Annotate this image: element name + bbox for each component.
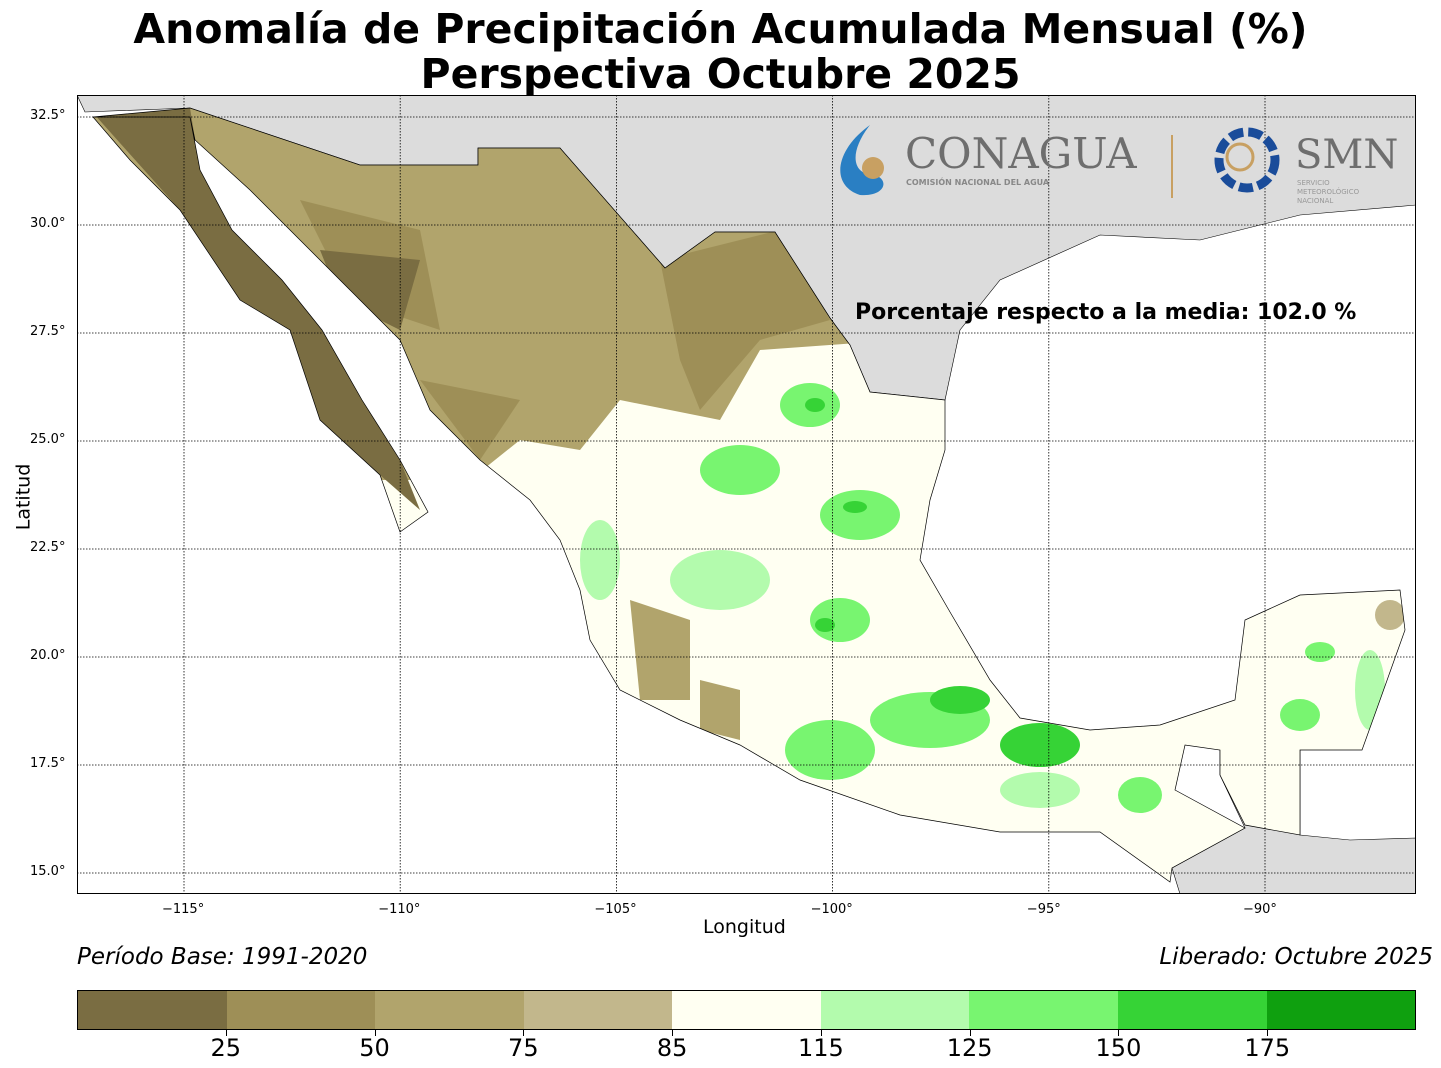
lat-tick-label: 15.0° xyxy=(30,864,66,879)
svg-text:CONAGUA: CONAGUA xyxy=(905,129,1137,178)
lat-tick-label: 30.0° xyxy=(30,216,66,231)
colorbar-tick xyxy=(672,1030,674,1036)
colorbar-tick-label: 125 xyxy=(946,1034,993,1062)
colorbar-tick xyxy=(225,1030,227,1036)
svg-text:COMISIÓN NACIONAL DEL AGUA: COMISIÓN NACIONAL DEL AGUA xyxy=(906,176,1050,187)
colorbar-bin xyxy=(969,991,1118,1029)
colorbar-tick xyxy=(1118,1030,1120,1036)
lon-tick-label: −100° xyxy=(810,902,853,917)
colorbar-bin xyxy=(226,991,376,1029)
region-75-85 xyxy=(630,600,740,740)
lat-tick-label: 20.0° xyxy=(30,648,66,663)
title-line2: Perspectiva Octubre 2025 xyxy=(420,50,1021,98)
x-axis-label: Longitud xyxy=(703,916,786,938)
colorbar-tick-label: 85 xyxy=(656,1034,688,1062)
colorbar-bin xyxy=(523,991,673,1029)
lat-tick-label: 22.5° xyxy=(30,540,66,555)
colorbar-tick-label: 25 xyxy=(210,1034,242,1062)
lon-tick-label: −110° xyxy=(378,902,421,917)
svg-text:SERVICIO: SERVICIO xyxy=(1297,179,1330,187)
colorbar-tick-label: 50 xyxy=(359,1034,390,1062)
lon-tick-label: −115° xyxy=(162,902,205,917)
colorbar-tick xyxy=(969,1030,971,1036)
colorbar-bin xyxy=(375,991,524,1029)
colorbar-bin xyxy=(672,991,821,1029)
lat-tick-label: 17.5° xyxy=(30,756,66,771)
svg-text:NACIONAL: NACIONAL xyxy=(1297,197,1333,205)
colorbar-tick-label: 115 xyxy=(797,1034,844,1062)
release-date: Liberado: Octubre 2025 xyxy=(1159,944,1433,970)
colorbar-bin xyxy=(820,991,970,1029)
base-period: Período Base: 1991-2020 xyxy=(77,944,368,970)
colorbar-bin xyxy=(1266,991,1416,1029)
colorbar-tick-label: 75 xyxy=(508,1034,539,1062)
lat-tick-label: 27.5° xyxy=(30,324,66,339)
colorbar-tick xyxy=(1267,1030,1269,1036)
svg-text:SMN: SMN xyxy=(1295,132,1398,178)
mean-percentage-annotation: Porcentaje respecto a la media: 102.0 % xyxy=(855,300,1356,325)
title-line1: Anomalía de Precipitación Acumulada Mens… xyxy=(133,5,1308,53)
conagua-logo: CONAGUA COMISIÓN NACIONAL DEL AGUA SMN S… xyxy=(840,125,1398,205)
colorbar-tick xyxy=(820,1030,822,1036)
lat-tick-label: 25.0° xyxy=(30,432,66,447)
region-0-25 xyxy=(93,108,420,510)
colorbar-tick-label: 150 xyxy=(1095,1034,1142,1062)
region-25-50 xyxy=(300,200,830,460)
colorbar-tick-label: 175 xyxy=(1244,1034,1291,1062)
colorbar-tick xyxy=(374,1030,376,1036)
lon-tick-label: −90° xyxy=(1243,902,1277,917)
smn-emblem-icon xyxy=(1214,127,1280,193)
colorbar-tick xyxy=(523,1030,525,1036)
gridlines xyxy=(77,95,1416,894)
lon-tick-label: −95° xyxy=(1026,902,1061,917)
svg-text:METEOROLÓGICO: METEOROLÓGICO xyxy=(1297,187,1360,196)
lat-tick-label: 32.5° xyxy=(30,108,66,123)
lon-tick-label: −105° xyxy=(594,902,637,917)
map-panel: CONAGUA COMISIÓN NACIONAL DEL AGUA SMN S… xyxy=(77,95,1416,894)
colorbar-bin xyxy=(78,991,227,1029)
colorbar-bin xyxy=(1117,991,1267,1029)
colorbar xyxy=(77,990,1416,1030)
y-axis-label: Latitud xyxy=(12,463,35,531)
